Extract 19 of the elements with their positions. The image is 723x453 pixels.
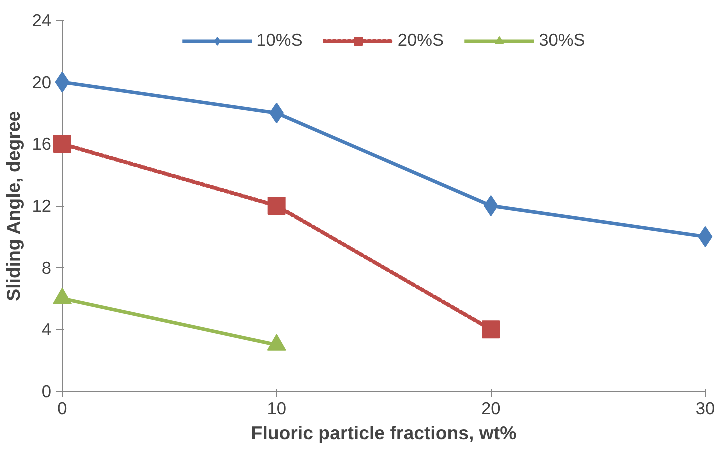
y-tick-label: 0 — [42, 382, 52, 402]
y-tick-label: 24 — [32, 10, 52, 30]
y-tick-label: 12 — [32, 196, 52, 216]
legend-label: 10%S — [256, 30, 303, 51]
point — [54, 135, 72, 154]
x-axis-title: Fluoric particle fractions, wt% — [251, 422, 518, 444]
x-tick-label: 0 — [58, 398, 68, 418]
y-tick-label: 8 — [42, 258, 52, 278]
point — [482, 320, 500, 339]
y-tick-label: 16 — [32, 134, 52, 154]
legend-label: 30%S — [539, 30, 586, 51]
y-tick-label: 20 — [32, 72, 52, 92]
point — [268, 197, 286, 215]
x-tick-label: 20 — [482, 398, 501, 418]
x-tick-label: 10 — [267, 398, 286, 418]
y-tick-label: 4 — [42, 320, 52, 340]
y-axis-title: Sliding Angle, degree — [3, 111, 24, 302]
x-tick-label: 30 — [696, 398, 716, 418]
legend-label: 20%S — [398, 30, 444, 51]
